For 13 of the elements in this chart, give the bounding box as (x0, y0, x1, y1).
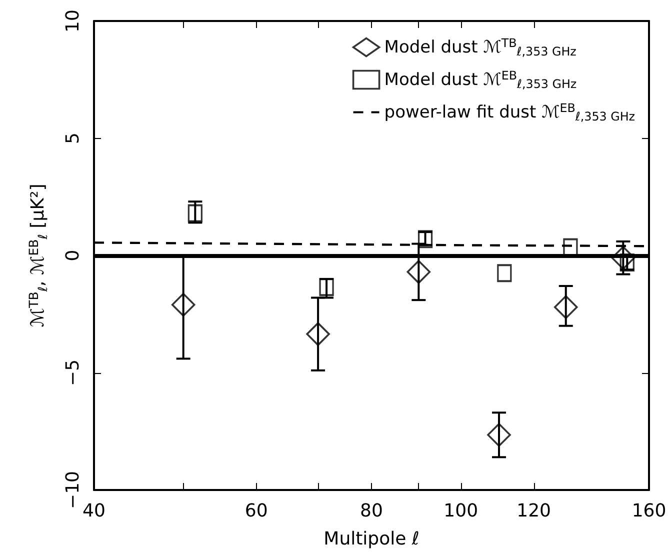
x-tick-label: 100 (444, 500, 478, 522)
x-tick-label: 160 (632, 500, 666, 522)
x-tick-label: 80 (360, 500, 383, 522)
x-tick-label: 40 (82, 500, 106, 522)
y-tick-label: 5 (62, 132, 84, 144)
y-tick-label: 10 (62, 10, 84, 32)
y-tick-label: −5 (62, 359, 84, 386)
x-tick-label: 120 (516, 500, 552, 522)
y-tick-label: 0 (62, 250, 84, 262)
x-tick-label: 60 (244, 500, 268, 522)
y-axis-title: ℳTBℓ, ℳEBℓ [μK²] (26, 184, 50, 328)
y-tick-label: −10 (62, 471, 84, 509)
x-axis-title: Multipole ℓ (324, 528, 420, 550)
